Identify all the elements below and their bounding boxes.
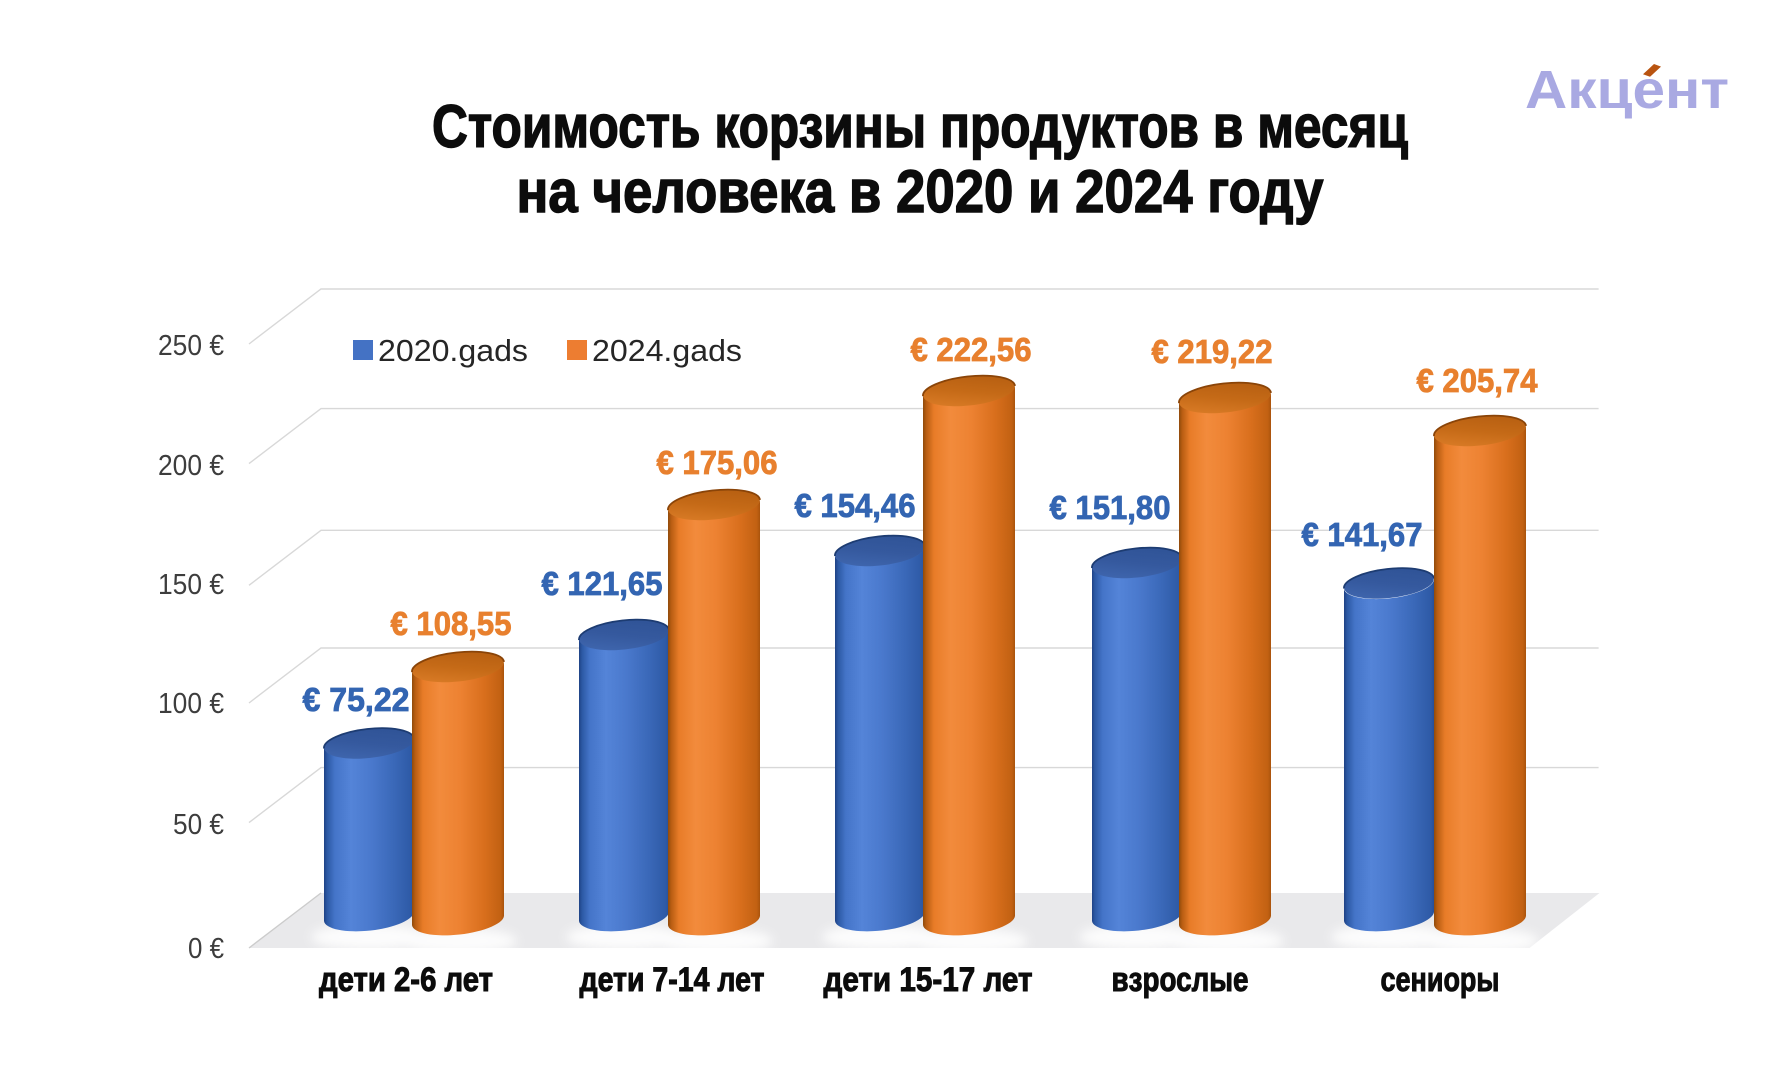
svg-text:на человека в 2020 и 2024 году: на человека в 2020 и 2024 году — [517, 158, 1325, 225]
svg-text:Стоимость корзины продуктов в: Стоимость корзины продуктов в месяц — [432, 93, 1408, 160]
svg-text:2024.gads: 2024.gads — [592, 333, 742, 368]
svg-text:2020.gads: 2020.gads — [378, 333, 528, 368]
svg-text:€ 205,74: € 205,74 — [1417, 362, 1539, 399]
svg-text:дети 7-14 лет: дети 7-14 лет — [580, 961, 765, 999]
svg-text:250 €: 250 € — [158, 330, 224, 362]
svg-text:€ 121,65: € 121,65 — [542, 565, 663, 602]
svg-text:€ 141,67: € 141,67 — [1302, 516, 1423, 553]
svg-text:150 €: 150 € — [158, 569, 224, 601]
svg-text:€ 75,22: € 75,22 — [303, 681, 410, 718]
svg-text:€ 154,46: € 154,46 — [795, 487, 916, 524]
svg-text:€ 175,06: € 175,06 — [657, 444, 778, 481]
svg-text:€ 151,80: € 151,80 — [1050, 489, 1171, 526]
svg-text:взрослые: взрослые — [1112, 961, 1249, 999]
svg-text:200 €: 200 € — [158, 450, 224, 482]
svg-text:50 €: 50 € — [173, 809, 224, 841]
svg-text:€ 219,22: € 219,22 — [1152, 333, 1273, 370]
svg-text:сениоры: сениоры — [1381, 961, 1500, 999]
svg-text:Акцент: Акцент — [1525, 60, 1729, 120]
svg-text:€ 222,56: € 222,56 — [911, 331, 1032, 368]
svg-text:€ 108,55: € 108,55 — [391, 605, 512, 642]
svg-text:дети 15-17 лет: дети 15-17 лет — [824, 961, 1033, 999]
svg-text:0 €: 0 € — [188, 933, 224, 965]
svg-text:дети 2-6 лет: дети 2-6 лет — [319, 961, 493, 999]
svg-text:100 €: 100 € — [158, 688, 224, 720]
